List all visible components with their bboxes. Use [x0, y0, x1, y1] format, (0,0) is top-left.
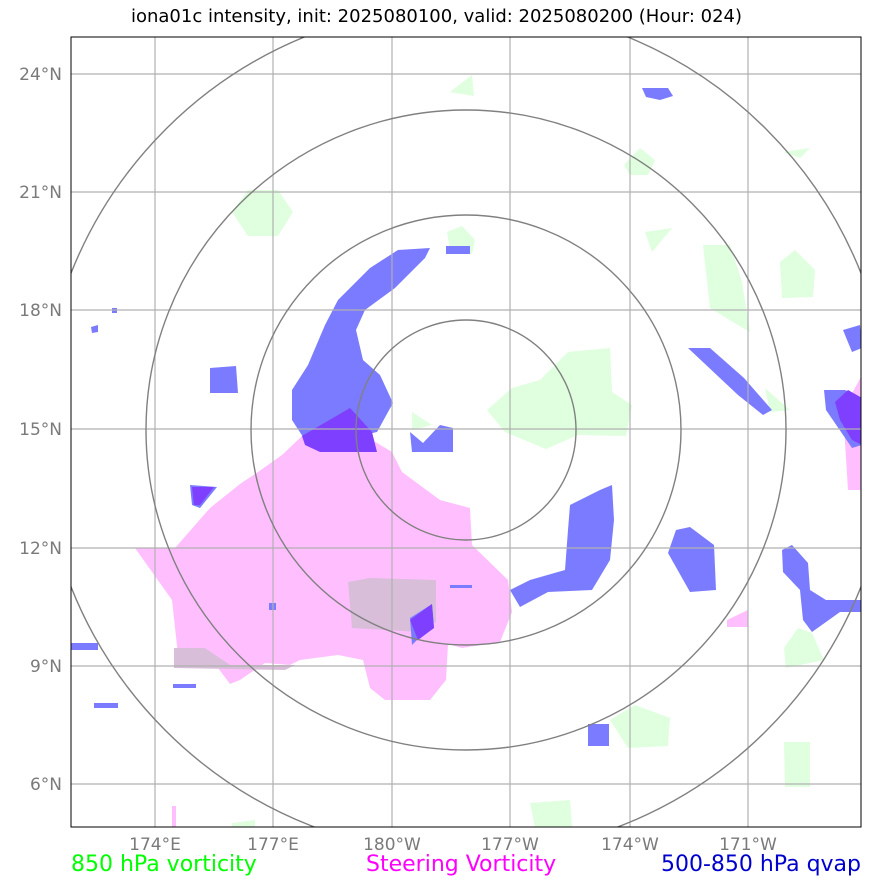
lat-lon-grid — [71, 37, 861, 827]
lon-tick: 180°W — [363, 835, 421, 855]
lat-tick: 24°N — [19, 65, 62, 85]
lon-tick: 177°W — [481, 835, 539, 855]
lat-tick: 6°N — [30, 775, 62, 795]
lon-tick-labels: 174°E 177°E 180°W 177°W 174°W 171°W — [129, 835, 777, 855]
lon-tick: 177°E — [247, 835, 299, 855]
lat-tick: 21°N — [19, 183, 62, 203]
lat-tick: 9°N — [30, 657, 62, 677]
lat-tick: 15°N — [19, 420, 62, 440]
lon-tick: 174°E — [129, 835, 181, 855]
lat-tick-labels: 24°N 21°N 18°N 15°N 12°N 9°N 6°N — [19, 65, 62, 795]
map-title: iona01c intensity, init: 2025080100, val… — [130, 6, 743, 27]
lon-tick: 174°W — [601, 835, 659, 855]
legend-850-vorticity: 850 hPa vorticity — [71, 852, 257, 877]
lat-tick: 18°N — [19, 301, 62, 321]
lat-tick: 12°N — [19, 539, 62, 559]
plot-frame — [70, 36, 862, 828]
lon-tick: 171°W — [719, 835, 777, 855]
steering-vorticity-layer — [135, 376, 861, 827]
legend-qvap: 500-850 hPa qvap — [660, 852, 861, 877]
overlap-violet-layer — [192, 390, 861, 640]
range-rings — [71, 37, 861, 827]
legend-steering-vorticity: Steering Vorticity — [366, 852, 557, 877]
